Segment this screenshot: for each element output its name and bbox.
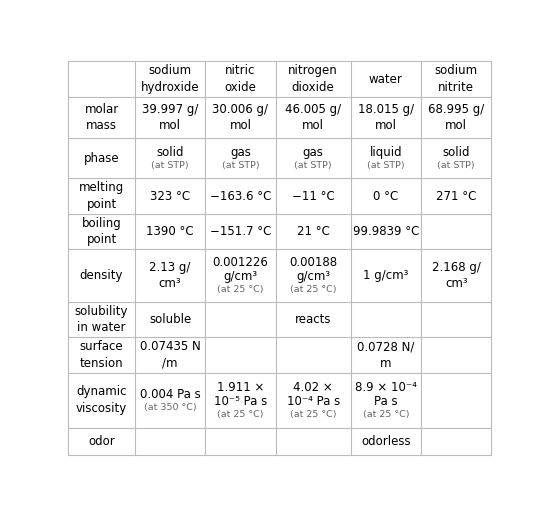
Text: (at STP): (at STP) <box>367 161 405 170</box>
Text: 2.13 g/
cm³: 2.13 g/ cm³ <box>150 261 191 290</box>
Text: (at STP): (at STP) <box>294 161 332 170</box>
Text: 10⁻⁵ Pa s: 10⁻⁵ Pa s <box>214 395 267 408</box>
Text: solubility
in water: solubility in water <box>75 305 128 334</box>
Text: 1 g/cm³: 1 g/cm³ <box>363 269 408 282</box>
Text: sodium
nitrite: sodium nitrite <box>435 64 478 94</box>
Text: (at STP): (at STP) <box>437 161 475 170</box>
Text: 0.00188: 0.00188 <box>289 257 337 269</box>
Text: reacts: reacts <box>295 313 331 326</box>
Text: (at 25 °C): (at 25 °C) <box>217 410 264 419</box>
Text: 0.07435 N
/m: 0.07435 N /m <box>140 340 200 370</box>
Text: 271 °C: 271 °C <box>436 190 477 203</box>
Text: 18.015 g/
mol: 18.015 g/ mol <box>358 103 414 132</box>
Text: melting
point: melting point <box>79 181 124 211</box>
Text: g/cm³: g/cm³ <box>296 270 330 284</box>
Text: Pa s: Pa s <box>374 395 397 408</box>
Text: water: water <box>369 73 403 85</box>
Text: odorless: odorless <box>361 435 411 448</box>
Text: 4.02 ×: 4.02 × <box>293 381 333 394</box>
Text: −151.7 °C: −151.7 °C <box>210 225 271 238</box>
Text: −11 °C: −11 °C <box>292 190 335 203</box>
Text: (at 350 °C): (at 350 °C) <box>144 403 197 412</box>
Text: 1390 °C: 1390 °C <box>146 225 194 238</box>
Text: (at STP): (at STP) <box>222 161 259 170</box>
Text: 8.9 × 10⁻⁴: 8.9 × 10⁻⁴ <box>355 381 417 394</box>
Text: (at 25 °C): (at 25 °C) <box>290 285 336 294</box>
Text: density: density <box>80 269 123 282</box>
Text: nitrogen
dioxide: nitrogen dioxide <box>288 64 338 94</box>
Text: phase: phase <box>84 152 120 165</box>
Text: 39.997 g/
mol: 39.997 g/ mol <box>142 103 198 132</box>
Text: 10⁻⁴ Pa s: 10⁻⁴ Pa s <box>287 395 340 408</box>
Text: 0 °C: 0 °C <box>373 190 399 203</box>
Text: g/cm³: g/cm³ <box>223 270 258 284</box>
Text: boiling
point: boiling point <box>82 217 121 246</box>
Text: nitric
oxide: nitric oxide <box>224 64 257 94</box>
Text: 1.911 ×: 1.911 × <box>217 381 264 394</box>
Text: (at 25 °C): (at 25 °C) <box>217 285 264 294</box>
Text: −163.6 °C: −163.6 °C <box>210 190 271 203</box>
Text: gas: gas <box>302 146 324 159</box>
Text: 2.168 g/
cm³: 2.168 g/ cm³ <box>432 261 480 290</box>
Text: 68.995 g/
mol: 68.995 g/ mol <box>428 103 484 132</box>
Text: 99.9839 °C: 99.9839 °C <box>353 225 419 238</box>
Text: 0.0728 N/
m: 0.0728 N/ m <box>357 340 414 370</box>
Text: (at 25 °C): (at 25 °C) <box>290 410 336 419</box>
Text: solid: solid <box>156 146 184 159</box>
Text: molar
mass: molar mass <box>85 103 118 132</box>
Text: (at STP): (at STP) <box>151 161 189 170</box>
Text: odor: odor <box>88 435 115 448</box>
Text: 46.005 g/
mol: 46.005 g/ mol <box>285 103 341 132</box>
Text: (at 25 °C): (at 25 °C) <box>363 410 409 419</box>
Text: 30.006 g/
mol: 30.006 g/ mol <box>212 103 269 132</box>
Text: dynamic
viscosity: dynamic viscosity <box>76 385 127 415</box>
Text: sodium
hydroxide: sodium hydroxide <box>141 64 199 94</box>
Text: soluble: soluble <box>149 313 191 326</box>
Text: 0.004 Pa s: 0.004 Pa s <box>140 388 200 401</box>
Text: 21 °C: 21 °C <box>296 225 330 238</box>
Text: gas: gas <box>230 146 251 159</box>
Text: 0.001226: 0.001226 <box>212 257 269 269</box>
Text: solid: solid <box>442 146 470 159</box>
Text: liquid: liquid <box>370 146 402 159</box>
Text: 323 °C: 323 °C <box>150 190 190 203</box>
Text: surface
tension: surface tension <box>80 340 123 370</box>
